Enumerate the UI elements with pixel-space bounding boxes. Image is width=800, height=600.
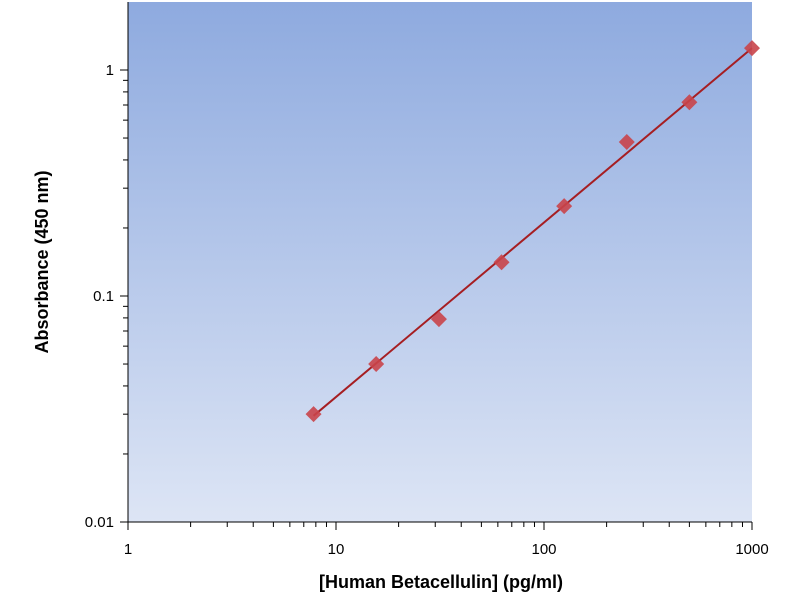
data-points — [305, 40, 760, 423]
y-axis-title: Absorbance (450 nm) — [32, 170, 52, 353]
data-point — [744, 40, 760, 57]
x-tick-label: 1000 — [735, 541, 768, 558]
data-point — [618, 134, 635, 151]
y-tick-label: 1 — [106, 62, 114, 79]
x-tick-labels: 1 10 100 1000 — [124, 541, 769, 558]
data-point — [305, 406, 322, 423]
x-axis-title: [Human Betacellulin] (pg/ml) — [319, 572, 563, 592]
x-tick-label: 10 — [328, 541, 345, 558]
data-point — [681, 94, 698, 111]
x-tick-label: 100 — [531, 541, 556, 558]
data-point — [493, 254, 510, 271]
x-tick-label: 1 — [124, 541, 132, 558]
minor-ticks — [123, 79, 743, 527]
data-point — [556, 198, 573, 215]
plot-area — [128, 2, 752, 522]
y-tick-label: 0.1 — [93, 288, 114, 305]
major-ticks — [120, 69, 753, 530]
data-point — [430, 311, 447, 328]
y-tick-label: 0.01 — [85, 514, 114, 531]
data-point — [368, 356, 385, 373]
y-tick-labels: 0.01 0.1 1 — [85, 62, 114, 531]
fit-line — [312, 47, 753, 417]
